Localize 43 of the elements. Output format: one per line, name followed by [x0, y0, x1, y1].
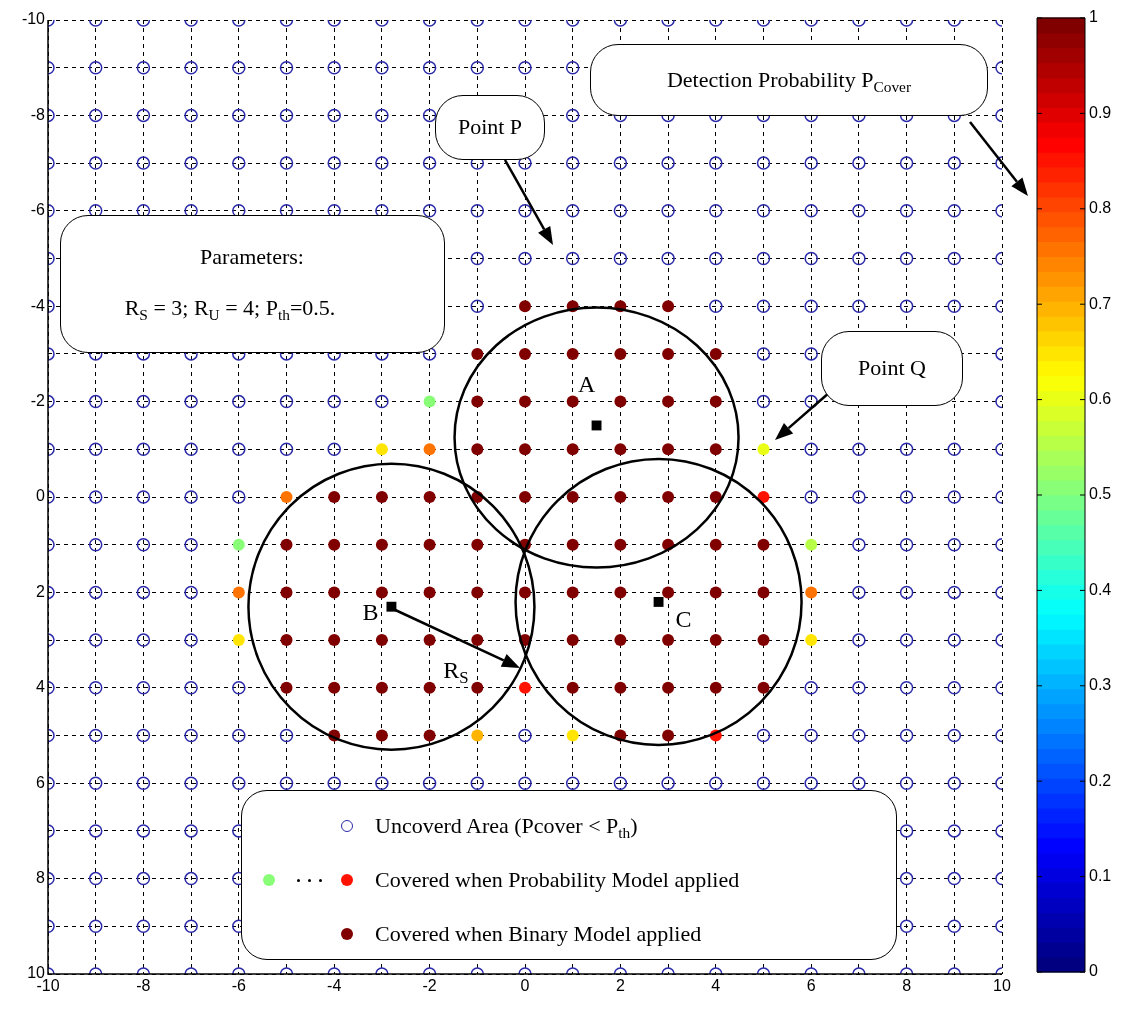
- annotation: A: [577, 370, 596, 397]
- annotation: Detection Probability P$_{Cover}$: [666, 67, 912, 95]
- y-tick-label: -4: [30, 296, 46, 314]
- x-tick-label: 4: [711, 977, 721, 995]
- annotation: Point Q: [858, 355, 926, 380]
- x-tick-label: 10: [993, 977, 1011, 995]
- y-tick-label: 6: [36, 773, 46, 791]
- color-bar-label: 0.6: [1089, 390, 1112, 408]
- y-tick-label: -8: [30, 105, 46, 123]
- annotation: B: [362, 599, 379, 626]
- y-tick-label: 8: [36, 869, 46, 887]
- x-tick-label: 8: [902, 977, 912, 995]
- color-bar-label: 0.4: [1089, 580, 1112, 598]
- y-tick-label: 4: [36, 678, 46, 696]
- legend-label: Covered when Binary Model applied: [375, 921, 702, 946]
- color-bar-label: 0.2: [1089, 771, 1112, 789]
- legend-label: Covered when Probability Model applied: [375, 867, 740, 892]
- y-tick-label: 0: [36, 487, 46, 505]
- color-bar-label: 0.7: [1089, 294, 1112, 312]
- color-bar-label: 0.1: [1089, 867, 1112, 885]
- annotation: Point P: [457, 114, 523, 139]
- y-tick-label: -10: [21, 10, 46, 28]
- x-tick-label: -2: [422, 977, 437, 995]
- color-bar-label: 0.5: [1089, 485, 1112, 503]
- x-tick-label: -4: [327, 977, 342, 995]
- y-tick-label: 2: [36, 582, 46, 600]
- color-bar-label: 1: [1089, 8, 1098, 26]
- annotation: R$_{S}$: [443, 657, 469, 688]
- y-tick-label: -6: [30, 201, 46, 219]
- color-bar-label: 0.9: [1089, 103, 1112, 121]
- x-tick-label: 0: [520, 977, 530, 995]
- annotation: C: [675, 606, 692, 633]
- annotation: R$_{S}$ = 3; R$_{U}$ = 4; P$_{th}$=0.5.: [124, 295, 336, 323]
- color-bar-label: 0.8: [1089, 199, 1112, 217]
- x-tick-label: 6: [806, 977, 816, 995]
- x-tick-label: 2: [615, 977, 625, 995]
- color-bar-label: 0.3: [1089, 676, 1112, 694]
- color-bar-label: 0: [1089, 962, 1098, 980]
- x-tick-label: -8: [136, 977, 151, 995]
- x-tick-label: -6: [231, 977, 247, 995]
- legend-label: Uncoverd Area (Pcover < P$_{th}$): [375, 813, 638, 841]
- annotation: Parameters:: [200, 244, 304, 269]
- y-tick-label: -2: [30, 392, 46, 410]
